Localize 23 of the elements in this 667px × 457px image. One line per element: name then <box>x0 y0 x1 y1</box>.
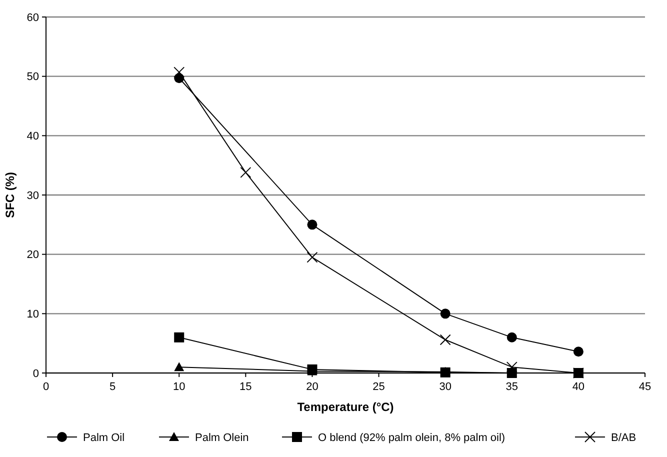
y-tick-label: 20 <box>26 249 39 262</box>
x-tick-label: 20 <box>306 381 318 393</box>
x-tick-label: 45 <box>638 381 652 393</box>
x-tick-label: 30 <box>439 381 452 393</box>
legend-label: B/AB <box>611 432 636 444</box>
x-tick-label: 5 <box>109 381 116 393</box>
x-tick-label: 0 <box>42 381 50 393</box>
y-axis-title: SFC (%) <box>3 172 17 218</box>
legend-label: Palm Oil <box>83 432 125 444</box>
y-tick-label: 60 <box>26 12 39 24</box>
x-tick-label: 15 <box>240 381 252 393</box>
legend-label: O blend (92% palm olein, 8% palm oil) <box>318 432 506 444</box>
x-tick-label: 35 <box>506 381 518 393</box>
y-tick-label: 50 <box>26 71 39 84</box>
y-tick-label: 30 <box>26 190 39 202</box>
legend-label: Palm Olein <box>195 432 249 444</box>
y-tick-label: 10 <box>26 308 39 321</box>
x-axis-title: Temperature (°C) <box>297 400 394 414</box>
x-tick-label: 40 <box>572 381 585 393</box>
y-tick-label: 40 <box>26 130 39 143</box>
x-tick-label: 25 <box>372 381 385 393</box>
y-tick-label: 0 <box>32 368 39 380</box>
x-tick-label: 10 <box>172 381 186 393</box>
